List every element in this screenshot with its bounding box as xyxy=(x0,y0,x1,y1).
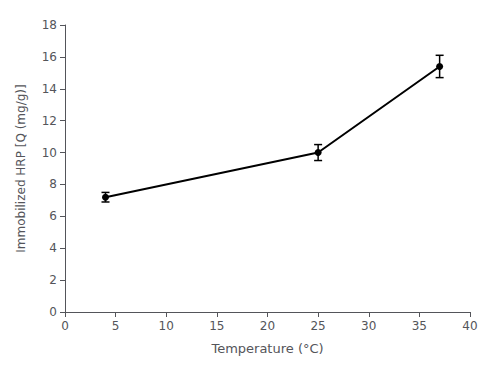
svg-text:16: 16 xyxy=(42,50,57,64)
svg-text:6: 6 xyxy=(49,209,57,223)
svg-text:2: 2 xyxy=(49,273,57,287)
svg-text:5: 5 xyxy=(112,319,120,333)
svg-text:15: 15 xyxy=(209,319,224,333)
svg-text:35: 35 xyxy=(412,319,427,333)
svg-text:Immobilized HRP [Q (mg/g)]: Immobilized HRP [Q (mg/g)] xyxy=(14,84,28,252)
svg-text:20: 20 xyxy=(260,319,275,333)
svg-text:10: 10 xyxy=(42,146,57,160)
svg-text:25: 25 xyxy=(310,319,325,333)
svg-text:Temperature (°C): Temperature (°C) xyxy=(210,341,323,356)
svg-text:14: 14 xyxy=(42,82,57,96)
svg-text:0: 0 xyxy=(49,305,57,319)
svg-text:40: 40 xyxy=(462,319,477,333)
svg-text:4: 4 xyxy=(49,241,57,255)
svg-text:12: 12 xyxy=(42,114,57,128)
svg-text:0: 0 xyxy=(61,319,69,333)
svg-text:10: 10 xyxy=(159,319,174,333)
svg-text:30: 30 xyxy=(361,319,376,333)
svg-text:8: 8 xyxy=(49,177,57,191)
svg-text:18: 18 xyxy=(42,18,57,32)
